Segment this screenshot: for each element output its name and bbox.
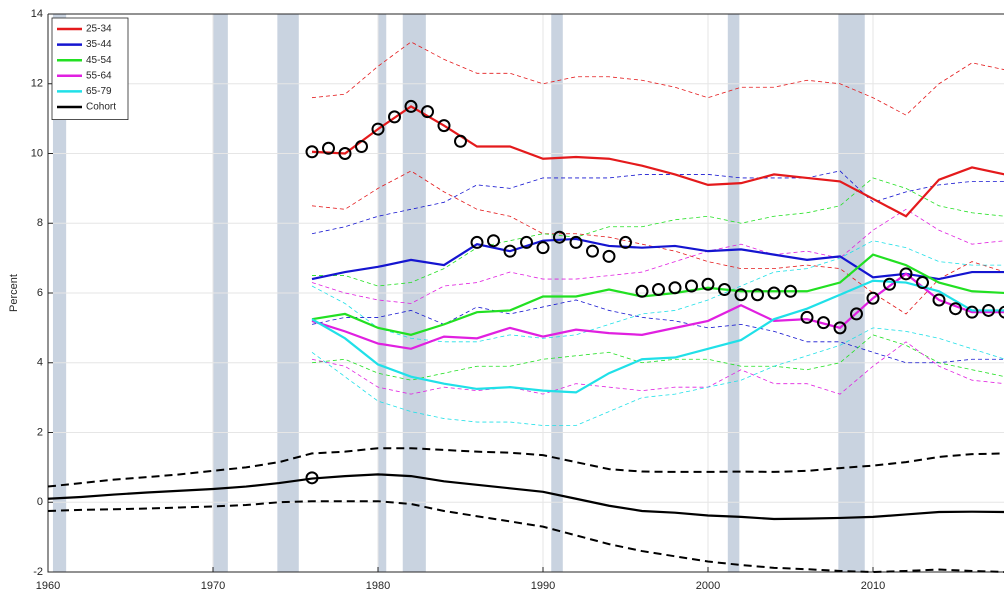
y-tick-label: 0 <box>37 496 43 508</box>
cohort-marker <box>866 291 880 305</box>
cohort-marker <box>569 235 583 249</box>
cohort-marker <box>602 249 616 263</box>
y-tick-label: 14 <box>31 8 43 20</box>
cohort-marker <box>487 234 500 248</box>
cohort-marker <box>949 302 962 316</box>
cohort-marker <box>652 283 665 297</box>
cohort-marker <box>437 119 451 133</box>
cohort-marker <box>404 99 418 113</box>
cohort-marker <box>701 277 715 291</box>
interval-line <box>311 334 1004 381</box>
y-tick-label: 6 <box>37 287 43 299</box>
cohort-marker <box>932 293 946 307</box>
legend-label: 65-79 <box>86 86 112 97</box>
cohort-marker <box>800 310 814 324</box>
cohort-marker <box>751 288 764 302</box>
interval-line <box>312 177 1004 287</box>
cohort-marker <box>965 305 979 319</box>
series-line <box>311 272 1004 350</box>
legend: 25-34 35-44 45-54 55-64 65-79 Cohort <box>51 17 129 120</box>
interval-line <box>311 240 1004 343</box>
interval-line <box>311 41 1004 116</box>
legend-label: Cohort <box>86 102 116 113</box>
x-tick-label: 2000 <box>696 580 720 592</box>
cohort-marker <box>883 277 896 291</box>
cohort-marker <box>784 284 797 298</box>
cohort-marker <box>470 235 484 249</box>
legend-label: 35-44 <box>86 39 112 50</box>
cohort-marker <box>668 281 682 295</box>
legend-label: 45-54 <box>86 55 112 66</box>
x-tick-label: 2010 <box>861 580 885 592</box>
y-axis-label: Percent <box>8 274 20 312</box>
cohort-marker <box>355 140 368 154</box>
series-line <box>311 279 1004 394</box>
cohort-marker <box>520 235 533 249</box>
x-tick-label: 1980 <box>366 580 390 592</box>
cohort-marker <box>635 284 649 298</box>
cohort-marker <box>817 316 830 330</box>
cohort-marker <box>982 303 995 317</box>
cohort-marker <box>833 321 847 335</box>
cohort-marker <box>553 230 566 244</box>
legend-label: 25-34 <box>86 24 112 35</box>
series-line <box>311 105 1004 218</box>
cohort-marker <box>454 134 467 148</box>
legend-box <box>51 17 129 120</box>
cohort-marker <box>305 471 319 485</box>
y-tick-label: 10 <box>31 147 43 159</box>
interval-line <box>311 341 1004 395</box>
cohort-marker <box>850 307 863 321</box>
cohort-marker <box>371 122 385 136</box>
cohort-marker <box>388 110 401 124</box>
cohort-marker <box>503 244 517 258</box>
y-tick-label: 2 <box>37 426 43 438</box>
interval-line <box>47 500 1004 574</box>
cohort-marker <box>586 244 599 258</box>
axes-box <box>47 13 1004 573</box>
interval-line <box>311 327 1004 426</box>
cohort-marker <box>916 276 929 290</box>
cohort-marker <box>685 279 698 293</box>
cohort-marker <box>338 147 352 160</box>
interval-line <box>311 299 1004 364</box>
x-tick-label: 1960 <box>36 580 60 592</box>
interval-line <box>311 208 1004 304</box>
series-line <box>311 237 1004 281</box>
cohort-marker <box>305 145 319 159</box>
series-line <box>47 473 1004 521</box>
cohort-marker <box>421 105 434 119</box>
legend-label: 55-64 <box>86 70 112 81</box>
cohort-marker <box>718 283 731 297</box>
x-tick-label: 1990 <box>531 580 555 592</box>
x-tick-label: 1970 <box>201 580 225 592</box>
interval-line <box>47 447 1004 488</box>
cohort-marker <box>619 235 632 249</box>
y-tick-label: -2 <box>33 566 43 578</box>
cohort-marker <box>536 241 550 255</box>
cohort-marker <box>322 141 335 155</box>
y-tick-label: 4 <box>37 357 43 369</box>
cohort-marker <box>899 267 913 281</box>
cohort-marker <box>734 288 748 302</box>
y-tick-label: 12 <box>31 78 43 90</box>
cohort-marker <box>767 286 781 300</box>
cohort-marker <box>998 305 1004 319</box>
y-tick-label: 8 <box>37 217 43 229</box>
